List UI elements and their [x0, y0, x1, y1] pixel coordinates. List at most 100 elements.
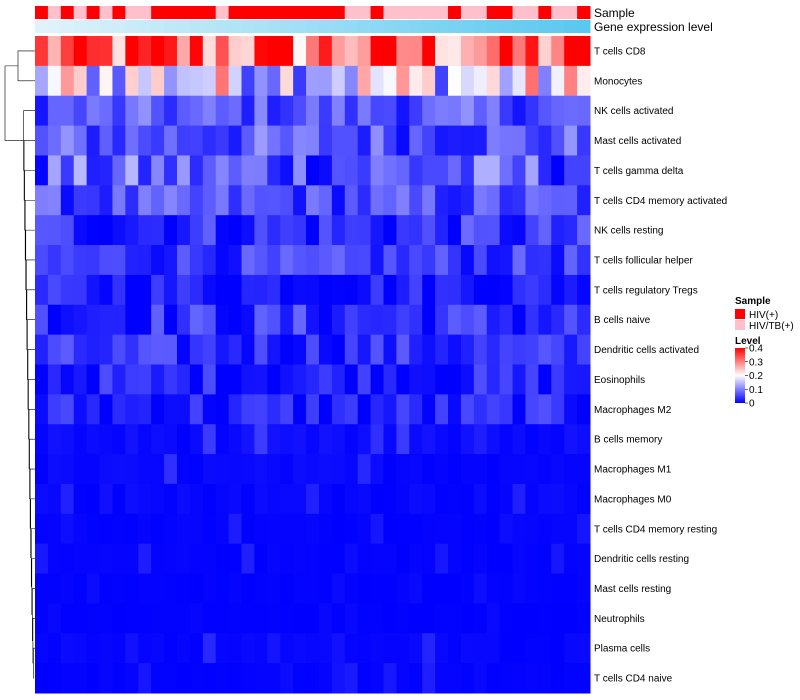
heatmap-cell [241, 483, 255, 515]
heatmap-cell [189, 36, 204, 67]
heatmap-cell [254, 364, 268, 395]
heatmap-cell [331, 95, 346, 127]
heatmap-cell [202, 185, 217, 216]
heatmap-cell [383, 274, 397, 306]
sample-annotation-cell [409, 6, 423, 19]
heatmap-cell [202, 633, 217, 664]
heatmap-cell [138, 245, 152, 276]
heatmap-cell [525, 483, 539, 515]
heatmap-cell [151, 304, 165, 336]
heatmap-cell [538, 334, 552, 365]
heatmap-cell [499, 663, 514, 694]
heatmap-cell [396, 513, 410, 545]
heatmap-cell [267, 603, 281, 634]
heatmap-cell [176, 483, 191, 515]
heatmap-cell [241, 334, 255, 365]
heatmap-cell [306, 543, 320, 575]
heatmap-cell [86, 215, 101, 246]
heatmap-cell [176, 95, 191, 127]
heatmap-cell [99, 95, 113, 127]
heatmap-cell [460, 185, 475, 216]
heatmap-cell [202, 394, 217, 425]
heatmap-cell [473, 185, 488, 216]
heatmap-cell [306, 125, 320, 156]
heatmap-cell [551, 483, 565, 515]
heatmap-cell [564, 483, 578, 515]
heatmap-cell [60, 274, 75, 306]
heatmap-cell [435, 65, 449, 97]
heatmap-cell [151, 274, 165, 306]
sample-annotation-cell [538, 6, 552, 19]
sample-annotation-cell [370, 6, 384, 19]
heatmap-cell [35, 65, 49, 97]
heatmap-cell [409, 513, 423, 545]
heatmap-cell [486, 633, 501, 664]
sample-annotation-cell [267, 6, 281, 19]
heatmap-cell [151, 185, 165, 216]
heatmap-cell [99, 483, 113, 515]
heatmap-cell [577, 334, 591, 365]
heatmap-cell [409, 633, 423, 664]
heatmap-cell [176, 573, 191, 604]
sample-annotation-cell [499, 6, 514, 19]
heatmap-cell [357, 513, 372, 545]
heatmap-cells [35, 36, 591, 694]
heatmap-cell [138, 633, 152, 664]
heatmap-cell [422, 304, 436, 336]
heatmap-cell [125, 364, 139, 395]
heatmap-cell [125, 304, 139, 336]
heatmap-cell [306, 304, 320, 336]
heatmap-cell [448, 274, 462, 306]
heatmap-cell [280, 304, 294, 336]
row-label: T cells gamma delta [594, 166, 684, 177]
dendrogram-branch [33, 647, 35, 679]
heatmap-cell [422, 603, 436, 634]
gene-expression-annotation-cell [47, 20, 62, 33]
heatmap-cell [60, 65, 75, 97]
heatmap-cell [473, 155, 488, 186]
heatmap-cell [564, 245, 578, 276]
heatmap-cell [112, 543, 126, 575]
heatmap-cell [370, 424, 384, 455]
heatmap-cell [306, 663, 320, 694]
heatmap-cell [525, 394, 539, 425]
heatmap-cell [86, 125, 101, 156]
heatmap-cell [512, 573, 526, 604]
heatmap-cell [280, 125, 294, 156]
heatmap-cell [409, 95, 423, 127]
heatmap-cell [396, 304, 410, 336]
heatmap-cell [460, 573, 475, 604]
heatmap-cell [176, 543, 191, 575]
heatmap-cell [318, 424, 333, 455]
heatmap-cell [357, 155, 372, 186]
heatmap-cell [228, 454, 243, 485]
heatmap-cell [512, 95, 526, 127]
heatmap-cell [499, 125, 514, 156]
heatmap-cell [357, 215, 372, 246]
heatmap-cell [551, 543, 565, 575]
heatmap-cell [499, 633, 514, 664]
heatmap-cell [73, 603, 88, 634]
heatmap-cell [47, 483, 62, 515]
heatmap-cell [241, 543, 255, 575]
heatmap-cell [47, 543, 62, 575]
heatmap-cell [409, 603, 423, 634]
heatmap-cell [383, 513, 397, 545]
heatmap-cell [241, 304, 255, 336]
heatmap-cell [357, 95, 372, 127]
heatmap-cell [228, 334, 243, 365]
heatmap-cell [112, 65, 126, 97]
heatmap-cell [99, 125, 113, 156]
heatmap-cell [396, 274, 410, 306]
heatmap-cell [202, 245, 217, 276]
heatmap-cell [267, 573, 281, 604]
heatmap-cell [318, 663, 333, 694]
heatmap-cell [448, 215, 462, 246]
heatmap-cell [370, 65, 384, 97]
heatmap-cell [99, 65, 113, 97]
heatmap-cell [202, 304, 217, 336]
heatmap-cell [112, 155, 126, 186]
heatmap-cell [370, 454, 384, 485]
heatmap-cell [254, 215, 268, 246]
legend-level-colorbar [735, 348, 745, 403]
